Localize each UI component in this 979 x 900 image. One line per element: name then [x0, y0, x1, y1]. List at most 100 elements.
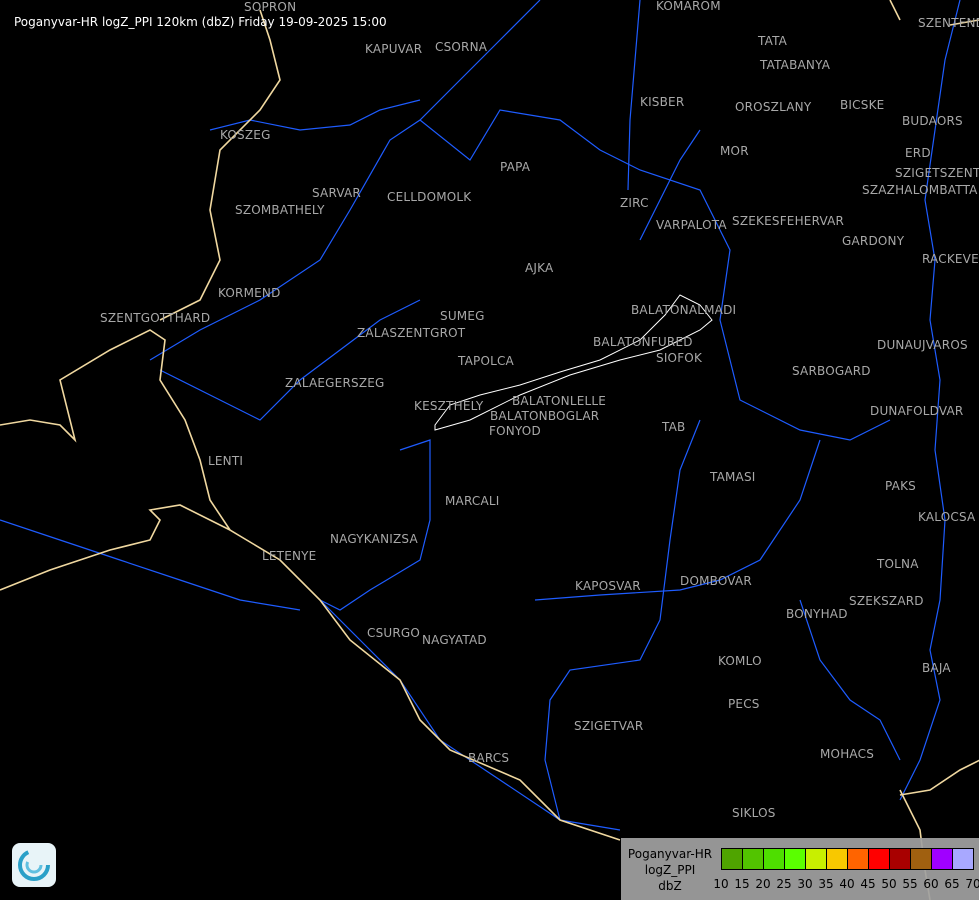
city-label: SZAZHALOMBATTA [862, 183, 978, 197]
legend-swatch [827, 849, 848, 869]
city-label: SZIGETSZENTMIKLOS [895, 166, 979, 180]
city-label: SZIGETVAR [574, 719, 644, 733]
city-label: SZOMBATHELY [235, 203, 325, 217]
legend-tick: 15 [734, 877, 750, 891]
legend-tick: 25 [776, 877, 792, 891]
dbz-legend: Poganyvar-HR logZ_PPI dbZ 10 15 20 25 30 35 40… [621, 838, 979, 900]
city-label: TOLNA [877, 557, 919, 571]
city-label: SZENTENDRE [918, 16, 979, 30]
legend-swatch [764, 849, 785, 869]
city-label: BALATONALMADI [631, 303, 737, 317]
city-label: GARDONY [842, 234, 905, 248]
radar-title: Poganyvar-HR logZ_PPI 120km (dbZ) Friday… [14, 15, 387, 29]
lake-balaton-outline [434, 294, 713, 431]
city-label: NAGYATAD [422, 633, 487, 647]
city-label: BALATONLELLE [512, 394, 607, 408]
city-label: KAPOSVAR [575, 579, 641, 593]
rivers [0, 0, 961, 831]
city-label: SIOFOK [656, 351, 703, 365]
city-label: FONYOD [489, 424, 541, 438]
city-label: CSORNA [435, 40, 488, 54]
city-label: AJKA [525, 261, 554, 275]
legend-swatch [953, 849, 973, 869]
city-label: SZENTGOTTHARD [100, 311, 211, 325]
legend-unit: dbZ [658, 879, 682, 893]
city-label: TAMASI [710, 470, 756, 484]
legend-radar-name: Poganyvar-HR [627, 847, 713, 861]
city-label: NAGYKANIZSA [330, 532, 418, 546]
city-label: BARCS [468, 751, 510, 765]
legend-swatch [848, 849, 869, 869]
city-label: BALATONBOGLAR [490, 409, 600, 423]
city-label: ZALAEGERSZEG [285, 376, 385, 390]
city-label: KALOCSA [918, 510, 976, 524]
legend-swatch [911, 849, 932, 869]
city-label: PAPA [500, 160, 531, 174]
city-label: TATA [758, 34, 788, 48]
legend-tick: 45 [860, 877, 876, 891]
city-label: VARPALOTA [656, 218, 727, 232]
legend-swatch [722, 849, 743, 869]
swirl-logo-icon [18, 849, 50, 881]
city-label: PAKS [885, 479, 916, 493]
legend-tick: 40 [839, 877, 855, 891]
city-label: SUMEG [440, 309, 485, 323]
legend-tick: 20 [755, 877, 771, 891]
legend-tick: 65 [944, 877, 960, 891]
legend-swatch [932, 849, 953, 869]
city-label: ERD [905, 146, 931, 160]
city-label: BICSKE [840, 98, 885, 112]
city-label: BALATONFURED [593, 335, 693, 349]
city-label: BONYHAD [786, 607, 848, 621]
city-label: KORMEND [218, 286, 281, 300]
city-label: DOMBOVAR [680, 574, 752, 588]
legend-tick: 35 [818, 877, 834, 891]
legend-product: logZ_PPI [644, 863, 696, 877]
city-label: TAB [662, 420, 686, 434]
city-label: OROSZLANY [735, 100, 812, 114]
legend-tick: 55 [902, 877, 918, 891]
legend-tick: 60 [923, 877, 939, 891]
city-label: ZIRC [620, 196, 649, 210]
city-label: PECS [728, 697, 760, 711]
city-label: BUDAORS [902, 114, 963, 128]
legend-swatch [869, 849, 890, 869]
city-label: TAPOLCA [458, 354, 514, 368]
city-label: DUNAUJVAROS [877, 338, 968, 352]
city-label: BAJA [922, 661, 951, 675]
legend-color-scale [721, 848, 974, 870]
legend-swatch [743, 849, 764, 869]
city-label: ZALASZENTGROT [357, 326, 466, 340]
city-label: SARVAR [312, 186, 361, 200]
legend-tick: 10 [713, 877, 729, 891]
city-label: SZEKESFEHERVAR [732, 214, 845, 228]
city-label: CSURGO [367, 626, 421, 640]
city-label: KAPUVAR [365, 42, 423, 56]
city-label: RACKEVE [922, 252, 979, 266]
city-label: TATABANYA [760, 58, 831, 72]
city-label: DUNAFOLDVAR [870, 404, 964, 418]
city-label: MOR [720, 144, 749, 158]
legend-swatch [890, 849, 911, 869]
legend-swatch [785, 849, 806, 869]
city-label: SARBOGARD [792, 364, 871, 378]
city-label: KISBER [640, 95, 685, 109]
legend-tick: 70 [965, 877, 979, 891]
city-label: MOHACS [820, 747, 875, 761]
city-label: SZEKSZARD [849, 594, 924, 608]
city-label: KESZTHELY [414, 399, 484, 413]
legend-tick: 30 [797, 877, 813, 891]
city-label: LENTI [208, 454, 244, 468]
city-label: KOMAROM [656, 0, 721, 13]
legend-swatch [806, 849, 827, 869]
city-label: KOSZEG [220, 128, 271, 142]
service-logo [12, 843, 56, 887]
city-label: MARCALI [445, 494, 500, 508]
city-label: CELLDOMOLK [387, 190, 472, 204]
city-label: LETENYE [262, 549, 317, 563]
city-label: SIKLOS [732, 806, 776, 820]
city-label: KOMLO [718, 654, 762, 668]
